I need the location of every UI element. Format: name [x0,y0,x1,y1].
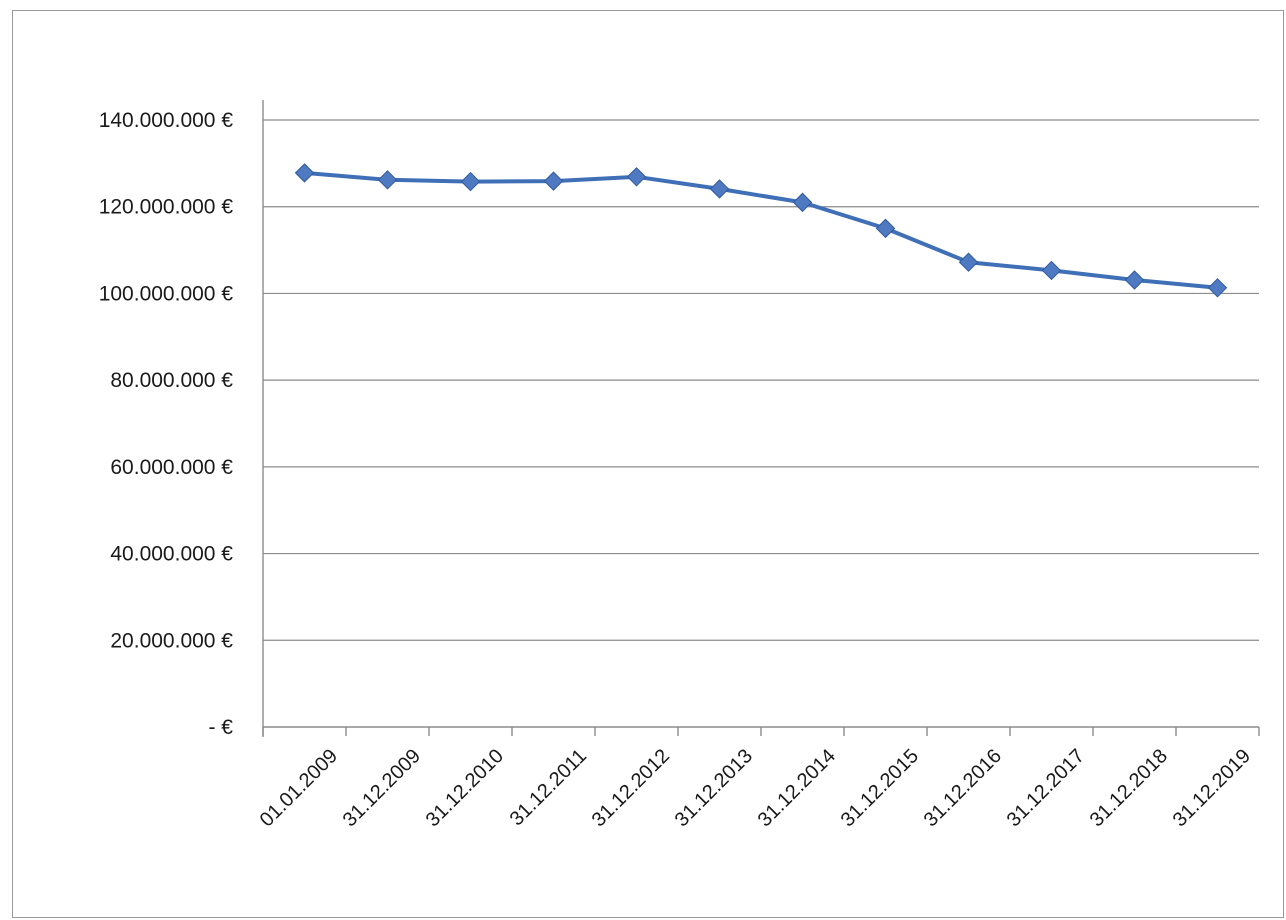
data-point-marker [958,252,979,272]
axis-layer [262,100,1260,737]
x-tick-label: 31.12.2016 [920,745,1006,831]
x-tick-label: 31.12.2013 [671,745,757,831]
data-point-marker [626,167,647,187]
x-tick-label: 31.12.2018 [1086,745,1172,831]
x-tick-label: 31.12.2014 [754,745,840,831]
data-point-marker [543,171,564,191]
y-tick-label: 20.000.000 € [110,629,233,652]
data-point-marker [460,171,481,192]
x-tick-label: 31.12.2011 [506,745,591,830]
series-line [302,170,1220,290]
label-layer: - € 20.000.000 € 40.000.000 € 60.000.000 € 8… [99,109,1255,831]
data-point-marker [377,170,398,190]
x-tick-label: 31.12.2017 [1003,745,1089,831]
data-point-marker [875,218,896,239]
line-chart: - € 20.000.000 € 40.000.000 € 60.000.000 € 8… [99,100,1260,831]
x-tick-label: 31.12.2015 [837,745,923,831]
x-tick-label: 31.12.2009 [339,745,425,831]
grid-layer [263,119,1259,641]
chart-frame: - € 20.000.000 € 40.000.000 € 60.000.000 € 8… [12,10,1284,918]
x-tick-label: 31.12.2010 [422,745,508,831]
series-layer [294,163,1228,298]
y-tick-label: 100.000.000 € [99,282,234,305]
data-point-marker [792,192,813,213]
data-point-marker [1041,260,1062,281]
data-point-marker [1124,270,1145,290]
y-tick-label: 60.000.000 € [110,456,233,479]
x-tick-label: 31.12.2012 [588,745,674,831]
y-tick-label: 40.000.000 € [110,543,233,566]
y-tick-label: 120.000.000 € [99,196,234,219]
data-point-marker [1207,278,1228,298]
x-tick-label: 31.12.2019 [1169,745,1255,831]
data-point-marker [709,179,730,199]
x-tick-label: 01.01.2009 [256,745,342,831]
data-point-marker [294,163,315,183]
y-tick-label: 140.000.000 € [99,109,234,132]
y-tick-label: - € [208,716,233,739]
y-tick-label: 80.000.000 € [110,369,233,392]
